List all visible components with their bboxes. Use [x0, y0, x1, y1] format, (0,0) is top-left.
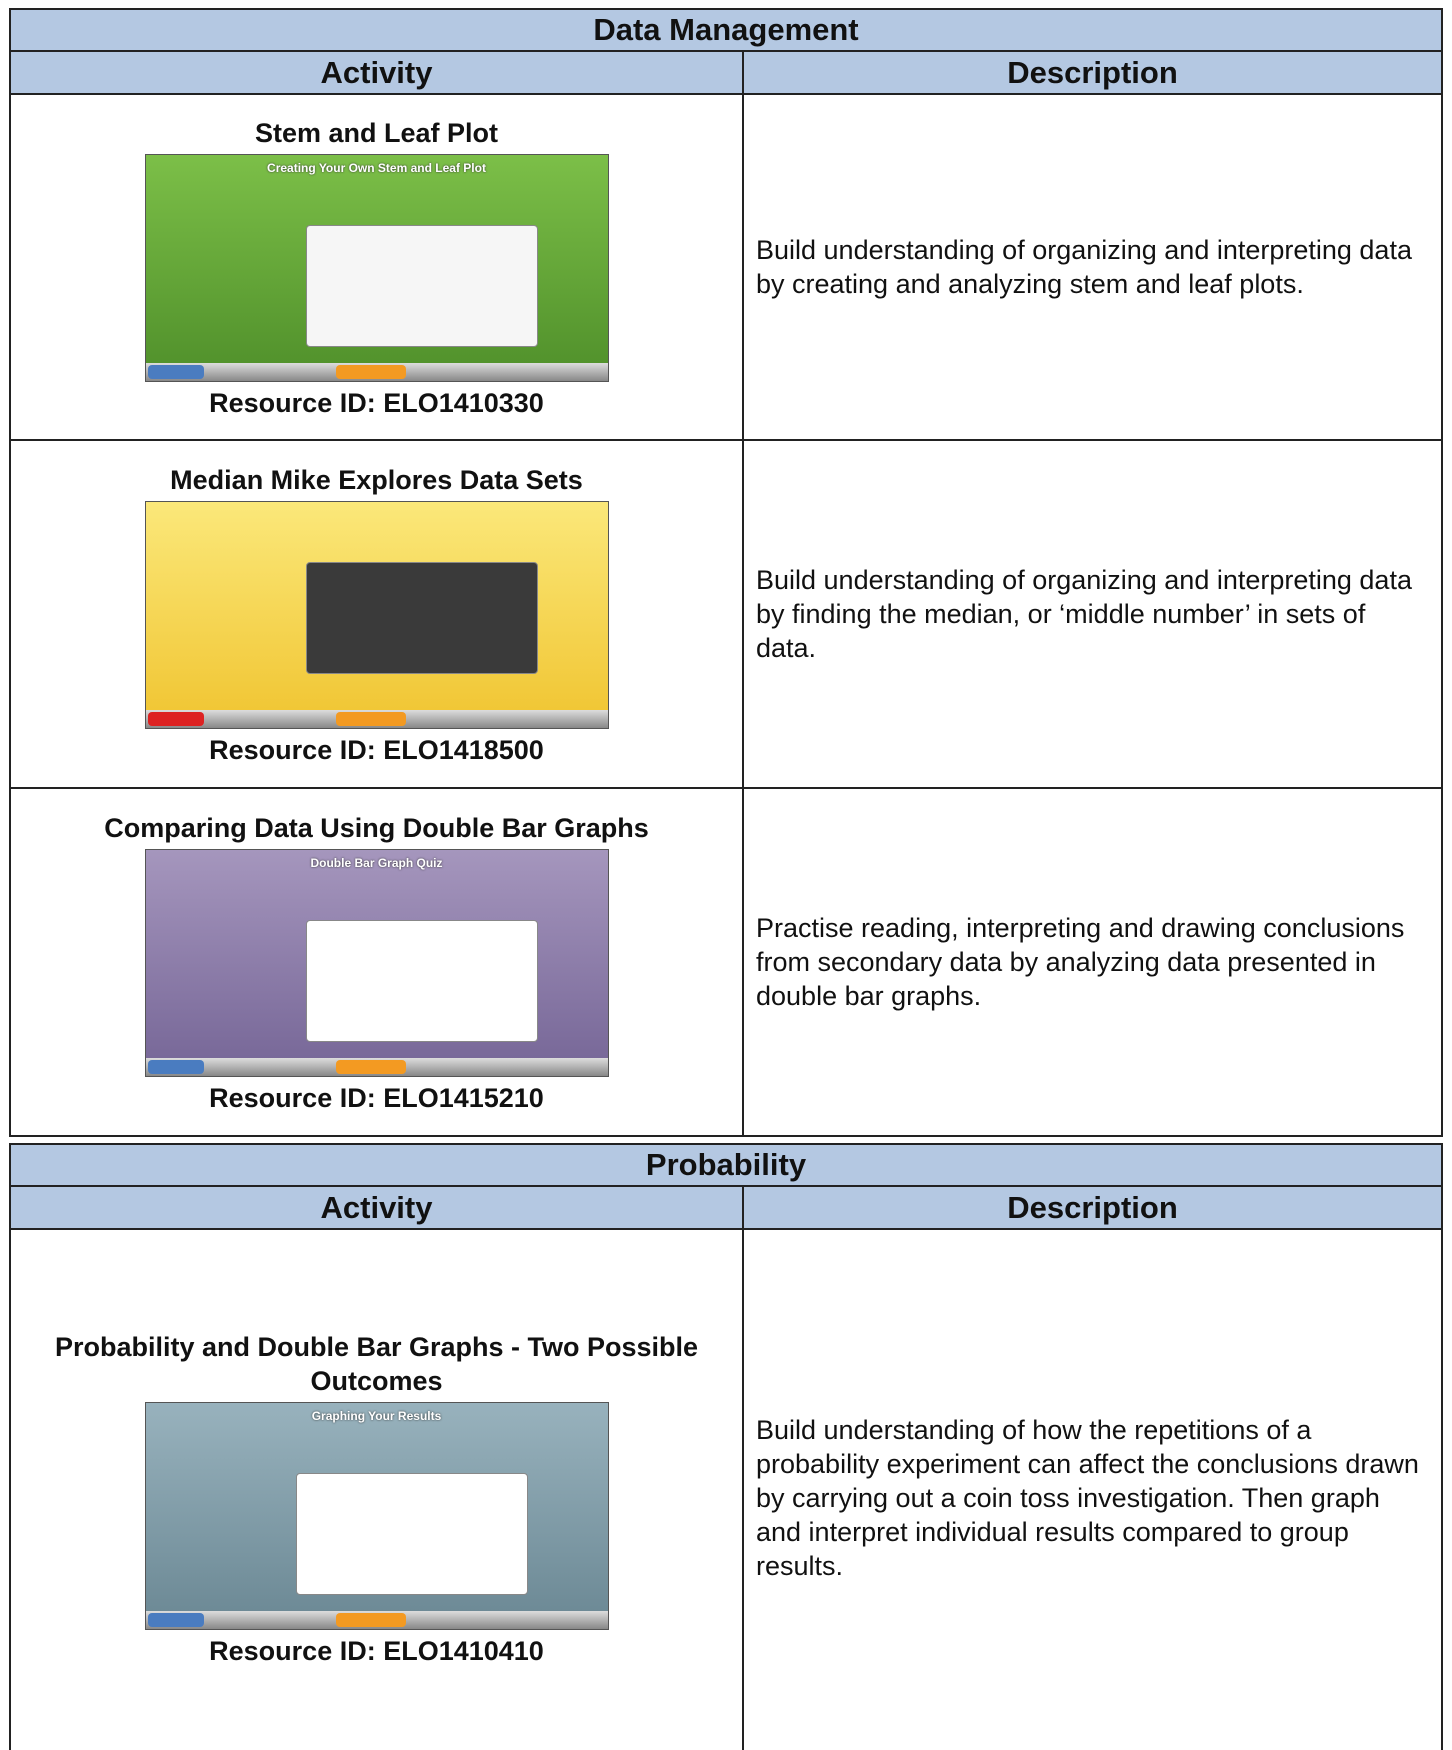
description-cell: Build understanding of organizing and in… — [742, 93, 1443, 441]
back-button — [147, 1612, 204, 1627]
back-button — [147, 711, 204, 726]
activity-screenshot: Double Bar Graph Quiz — [144, 848, 609, 1077]
screen-panel — [305, 919, 538, 1042]
audio-button — [335, 364, 406, 379]
section-title: Probability — [9, 1143, 1443, 1187]
activity-cell: Median Mike Explores Data Sets Resource I… — [9, 439, 744, 789]
activity-title: Stem and Leaf Plot — [254, 117, 499, 148]
column-header: Description — [742, 1185, 1443, 1230]
column-header: Activity — [9, 50, 744, 95]
audio-button — [335, 711, 406, 726]
screenshot-title: Double Bar Graph Quiz — [310, 855, 443, 870]
resource-id: Resource ID: ELO1418500 — [209, 734, 544, 765]
column-header: Description — [742, 50, 1443, 95]
section-title: Data Management — [9, 8, 1443, 52]
activity-screenshot — [144, 500, 609, 729]
screen-panel — [305, 561, 538, 674]
description: Practise reading, interpreting and drawi… — [756, 913, 1405, 1011]
description: Build understanding of how the repetitio… — [756, 1415, 1419, 1581]
back-button — [147, 364, 204, 379]
activity-cell: Probability and Double Bar Graphs - Two … — [9, 1228, 744, 1750]
resource-id: Resource ID: ELO1410410 — [209, 1635, 544, 1666]
activity-title: Comparing Data Using Double Bar Graphs — [104, 812, 649, 843]
description-cell: Build understanding of organizing and in… — [742, 439, 1443, 789]
description-cell: Build understanding of how the repetitio… — [742, 1228, 1443, 1750]
description-cell: Practise reading, interpreting and drawi… — [742, 787, 1443, 1137]
activity-cell: Stem and Leaf Plot Creating Your Own Stem… — [9, 93, 744, 441]
screen-panel — [295, 1472, 528, 1595]
description: Build understanding of organizing and in… — [756, 565, 1412, 663]
audio-button — [335, 1612, 406, 1627]
back-button — [147, 1059, 204, 1074]
column-header: Activity — [9, 1185, 744, 1230]
activity-title: Probability and Double Bar Graphs - Two … — [54, 1331, 699, 1396]
screenshot-title: Graphing Your Results — [311, 1408, 442, 1423]
activity-screenshot: Graphing Your Results — [144, 1401, 609, 1630]
audio-button — [335, 1059, 406, 1074]
resource-id: Resource ID: ELO1410330 — [209, 387, 544, 418]
activity-cell: Comparing Data Using Double Bar Graphs Do… — [9, 787, 744, 1137]
activity-title: Median Mike Explores Data Sets — [170, 464, 583, 495]
description: Build understanding of organizing and in… — [756, 235, 1412, 299]
screen-panel — [305, 224, 538, 347]
activity-screenshot: Creating Your Own Stem and Leaf Plot — [144, 153, 609, 382]
screenshot-title: Creating Your Own Stem and Leaf Plot — [267, 160, 486, 175]
resource-id: Resource ID: ELO1415210 — [209, 1082, 544, 1113]
